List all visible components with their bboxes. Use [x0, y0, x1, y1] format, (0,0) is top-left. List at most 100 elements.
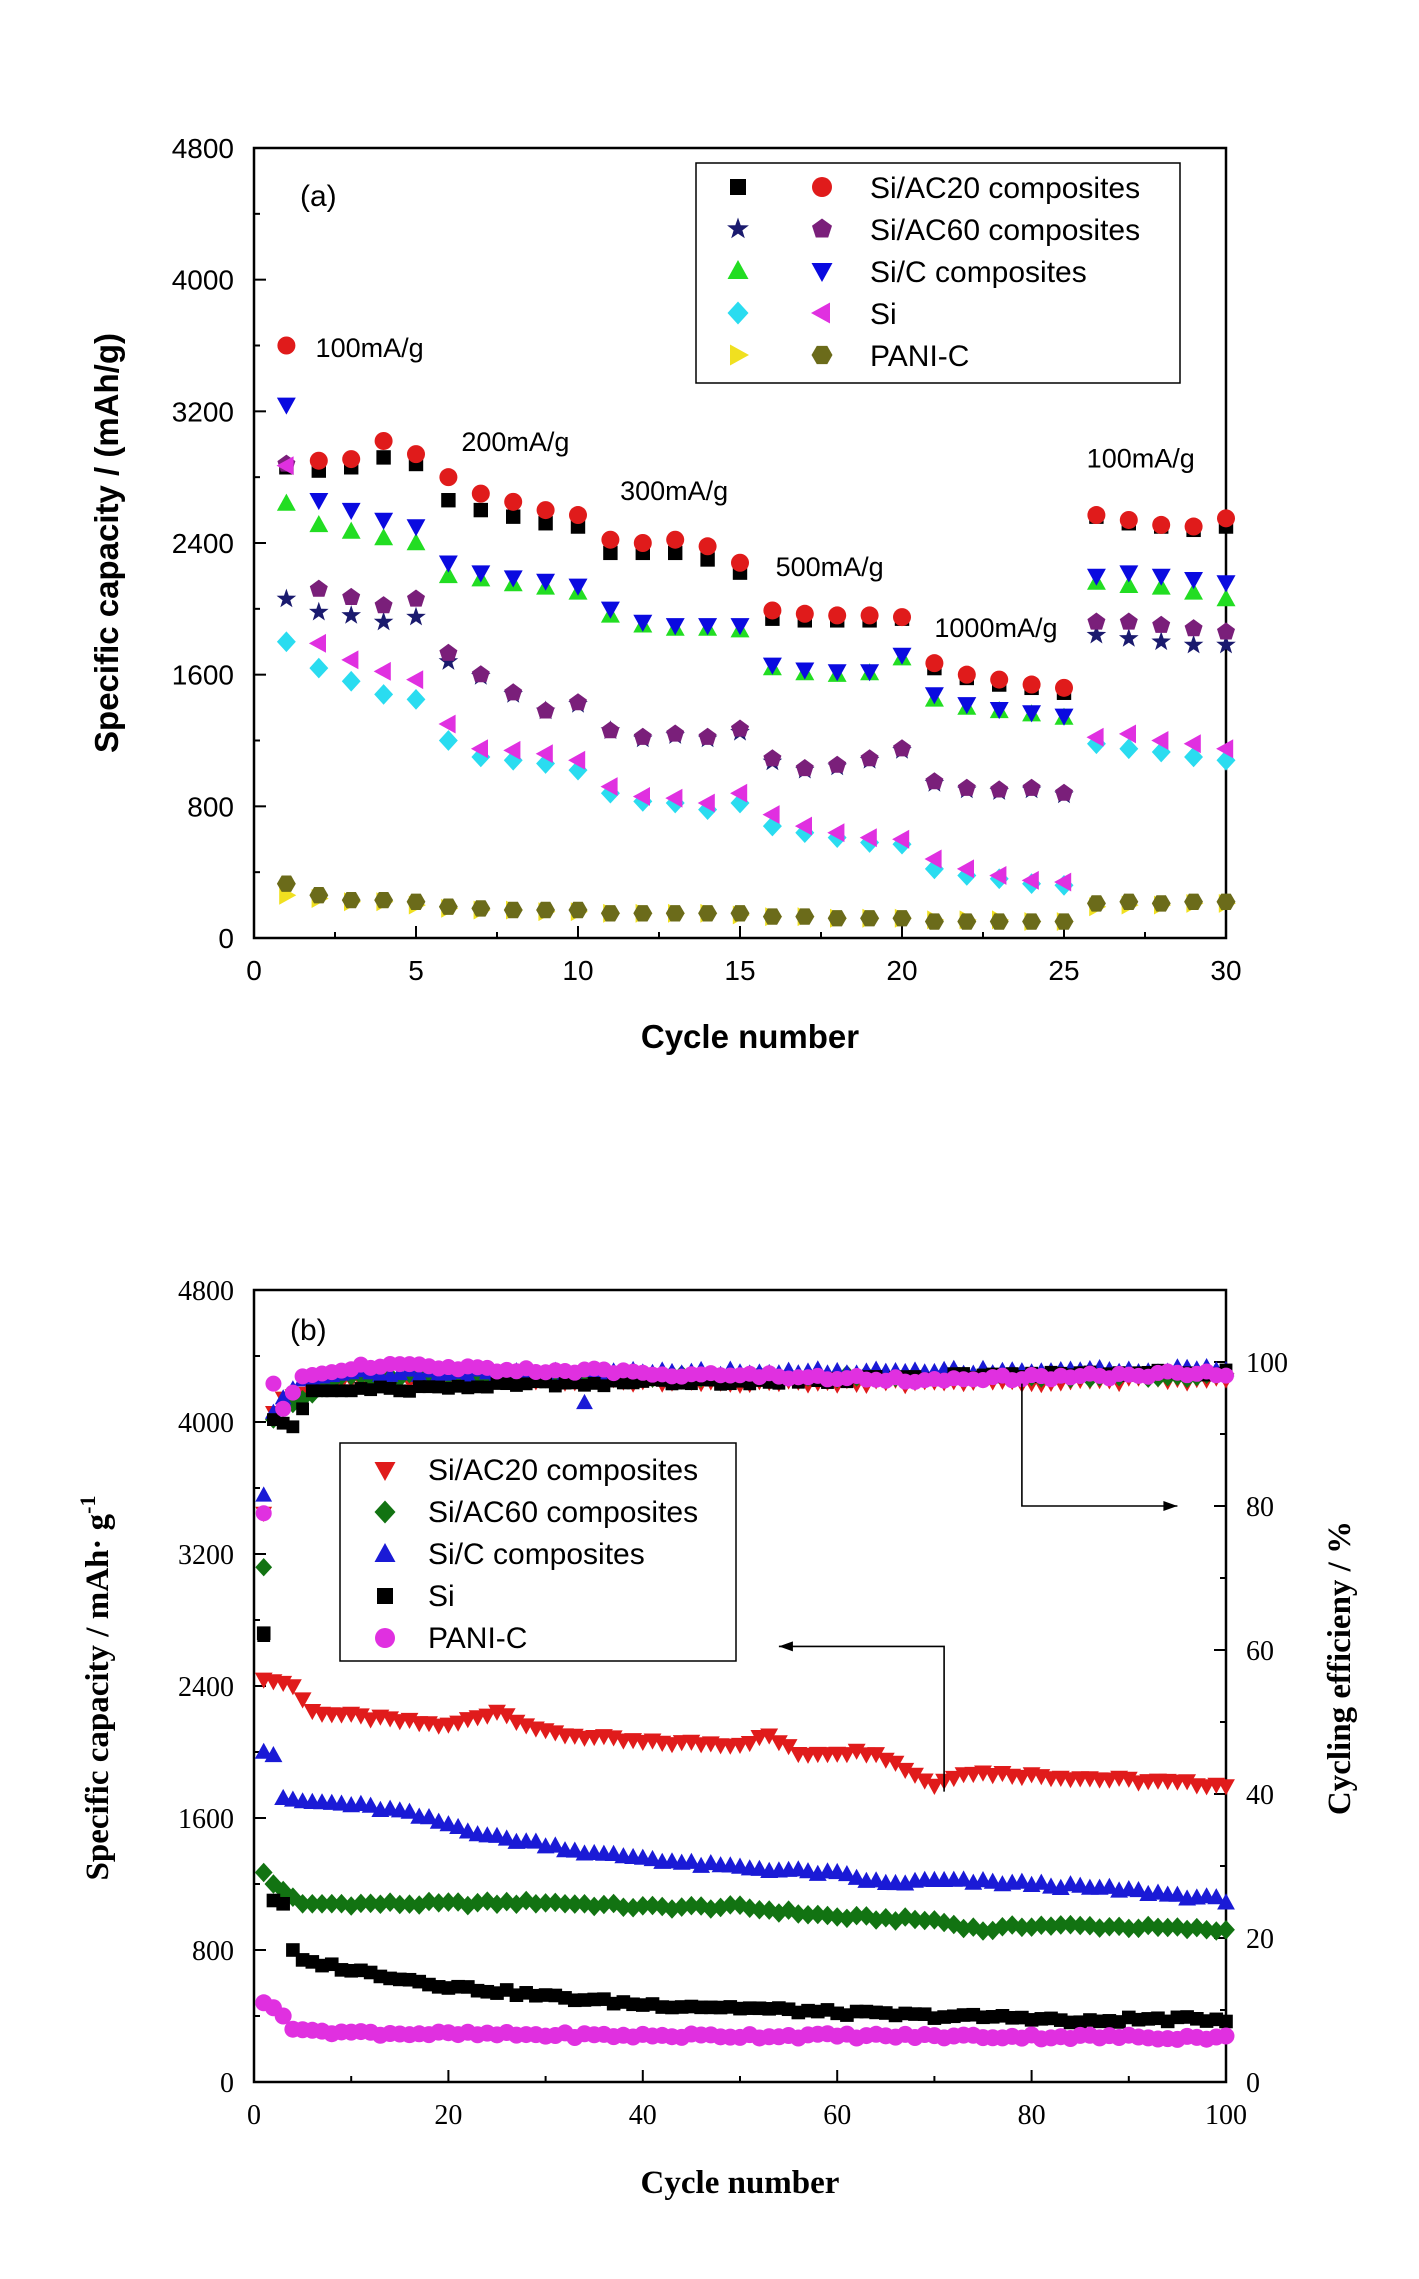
point-a-si-charge [600, 782, 620, 804]
annotation-a-200ma-g: 200mA/g [461, 427, 569, 457]
point-b-efficiency-si [442, 1381, 455, 1395]
point-b-efficiency-si [412, 1380, 426, 1394]
panel-b-y2-tick-label: 60 [1246, 1636, 1274, 1667]
legend-a-marker-pani-c-0 [730, 344, 749, 366]
point-a-si-ac60-composites-discharge [471, 665, 490, 683]
point-b-capacity-si-ac20-composites [838, 1747, 856, 1764]
point-a-si-ac60-composites-discharge [439, 643, 458, 661]
point-b-capacity-si-c-composites [439, 1815, 458, 1832]
point-b-capacity-si-ac60-composites [750, 1900, 769, 1920]
point-b-capacity-si-ac60-composites [1081, 1915, 1099, 1936]
panel-a-rate-annotations: 100mA/g 200mA/g 300mA/g 500mA/g 1000mA/g 100m… [316, 333, 1195, 643]
point-b-capacity-si-ac60-composites [322, 1893, 341, 1914]
point-b-capacity-si-c-composites [838, 1865, 856, 1882]
point-b-efficiency-si [393, 1384, 407, 1398]
point-a-si-ac60-composites-discharge [731, 719, 749, 737]
point-b-efficiency-si [286, 1420, 300, 1434]
panel-b-y-axis-label-text: Specific capacity / mAh· g [80, 1513, 116, 1880]
panel-b-x-tick-label: 0 [247, 2100, 261, 2131]
point-a-pani-c-discharge [503, 901, 523, 919]
point-b-efficiency-si [344, 1384, 358, 1398]
point-a-si-ac60-composites-discharge [957, 778, 976, 796]
point-a-si-ac20-composites-charge [473, 502, 488, 518]
annotation-a-500ma-g: 500mA/g [776, 552, 884, 582]
point-a-si-discharge [1021, 870, 1039, 890]
point-b-efficiency-si-c-composites [410, 1366, 428, 1382]
point-a-pani-c-discharge [1022, 913, 1041, 930]
point-a-pani-c-discharge [309, 887, 329, 904]
point-a-si-c-composites-discharge [698, 618, 718, 636]
legend-a-marker-si-c-composites-1 [811, 263, 833, 282]
point-a-si-ac60-composites-discharge [893, 739, 911, 757]
point-b-efficiency-si-c-composites [255, 1486, 273, 1502]
point-a-si-ac20-composites-discharge [666, 530, 685, 549]
point-a-si-discharge [276, 456, 294, 476]
point-b-capacity-si-ac60-composites [915, 1910, 934, 1931]
legend-b-marker-si-ac60-composites [374, 1500, 396, 1524]
point-b-capacity-si-ac20-composites [886, 1755, 905, 1772]
panel-b-axis-arrows [778, 1383, 1178, 1792]
point-a-si-c-composites-discharge [341, 502, 361, 520]
point-a-si-ac60-composites-discharge [1184, 619, 1203, 637]
point-a-si-c-composites-discharge [438, 555, 458, 573]
point-b-capacity-si-ac60-composites [390, 1894, 409, 1915]
point-a-pani-c-discharge [827, 910, 847, 927]
panel-b-legend: Si/AC20 composites Si/AC60 composites Si… [339, 1442, 737, 1662]
point-b-efficiency-si [597, 1379, 611, 1393]
point-a-si-ac20-composites-discharge [990, 670, 1009, 689]
point-a-si-c-composites-discharge [1184, 572, 1203, 590]
point-a-si-discharge [503, 740, 521, 760]
point-a-si-c-composites-discharge [568, 578, 588, 596]
point-b-efficiency-pani-c [255, 1505, 272, 1522]
legend-a-marker-si-1 [811, 302, 830, 324]
point-a-pani-c-discharge [698, 905, 718, 922]
point-a-si-ac20-composites-discharge [795, 604, 814, 623]
point-a-si-discharge [308, 633, 326, 653]
point-b-capacity-si-c-composites [254, 1742, 273, 1759]
point-a-si-discharge [438, 714, 456, 734]
point-b-efficiency-si-c-composites [459, 1366, 477, 1382]
panel-b-label: (b) [290, 1314, 327, 1347]
point-b-capacity-si-ac20-composites [1217, 1779, 1235, 1796]
point-b-capacity-si-ac20-composites [944, 1770, 963, 1788]
point-a-si-c-composites-discharge [503, 570, 523, 588]
point-b-efficiency-si [296, 1402, 309, 1416]
point-b-efficiency-si [548, 1379, 562, 1393]
point-a-si-discharge [341, 650, 359, 670]
point-b-capacity-si-c-composites [954, 1870, 973, 1887]
point-b-efficiency-si [510, 1379, 523, 1392]
panel-a-y-tick-label: 2400 [172, 528, 234, 559]
point-a-pani-c-discharge [536, 901, 555, 919]
point-a-pani-c-discharge [924, 913, 944, 930]
point-a-si-ac20-composites-discharge [925, 654, 944, 673]
panel-b-y-tick-label: 2400 [178, 1672, 234, 1703]
point-a-si-discharge [697, 793, 715, 813]
point-b-capacity-si-ac60-composites [1187, 1917, 1206, 1938]
point-b-capacity-si-ac60-composites [293, 1894, 312, 1914]
point-b-capacity-si-ac60-composites [352, 1893, 370, 1914]
point-a-si-ac60-composites-discharge [698, 727, 717, 745]
point-b-capacity-si-ac20-composites [361, 1712, 380, 1729]
panel-a-x-tick-label: 30 [1210, 955, 1241, 986]
point-a-si-ac20-composites-discharge [569, 506, 587, 525]
point-b-capacity-si-c-composites [565, 1841, 584, 1858]
point-a-pani-c-discharge [406, 893, 426, 910]
point-b-capacity-si-ac20-composites [1178, 1774, 1196, 1791]
point-a-si-c-composites-discharge [730, 618, 750, 636]
point-b-capacity-si-ac60-composites [944, 1914, 963, 1935]
point-b-capacity-si-ac60-composites [332, 1893, 351, 1914]
point-a-pani-c-discharge [374, 892, 394, 909]
point-b-capacity-si-ac20-composites [293, 1692, 312, 1709]
point-b-capacity-si-ac20-composites [284, 1679, 302, 1696]
point-b-efficiency-si [267, 1413, 280, 1426]
point-b-capacity-si-ac60-composites [721, 1895, 740, 1915]
point-a-si-ac20-composites-discharge [309, 451, 328, 470]
point-a-si-ac60-composites-discharge [795, 759, 814, 777]
point-b-efficiency-si [471, 1380, 484, 1394]
point-a-si-ac20-composites-discharge [731, 553, 749, 572]
point-a-si-discharge [632, 787, 650, 806]
point-b-capacity-si-ac60-composites [993, 1917, 1012, 1937]
point-a-si-c-composites-discharge [536, 573, 555, 591]
point-a-pani-c-discharge [1119, 893, 1139, 910]
panel-b-y-tick-label: 4000 [178, 1408, 234, 1439]
